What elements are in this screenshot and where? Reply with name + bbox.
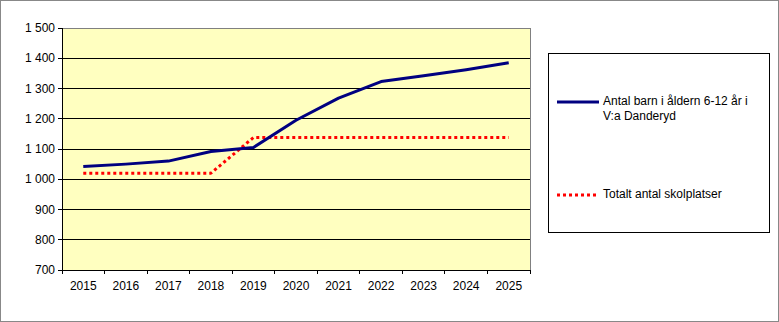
y-tick-label: 1 100 [25,142,55,156]
x-tick [402,270,403,274]
x-tick [274,270,275,274]
x-tick-label: 2018 [198,279,225,293]
x-tick-label: 2024 [453,279,480,293]
y-axis [62,28,63,270]
y-tick [58,118,62,119]
y-tick [58,58,62,59]
x-axis [62,270,530,271]
grid-line [62,239,530,240]
y-tick [58,149,62,150]
legend-line [557,194,599,197]
legend-label: Totalt antal skolplatser [603,187,768,202]
y-tick [58,28,62,29]
x-tick-label: 2016 [112,279,139,293]
y-tick-label: 900 [35,203,55,217]
plot-frame [62,28,530,270]
y-tick-label: 1 400 [25,51,55,65]
x-tick [104,270,105,274]
y-tick-label: 1 300 [25,82,55,96]
series-line [83,63,508,167]
x-tick [444,270,445,274]
x-tick-label: 2015 [70,279,97,293]
x-tick-label: 2021 [325,279,352,293]
legend-line [557,101,599,104]
x-tick-label: 2017 [155,279,182,293]
grid-line [62,88,530,89]
x-tick-label: 2020 [283,279,310,293]
legend: Antal barn i åldern 6-12 år i V:a Dander… [548,53,770,233]
y-tick-label: 1 000 [25,172,55,186]
x-tick [189,270,190,274]
legend-label: Antal barn i åldern 6-12 år i V:a Dander… [603,94,768,124]
y-tick [58,239,62,240]
y-tick [58,209,62,210]
x-tick [359,270,360,274]
x-tick [487,270,488,274]
y-tick [58,88,62,89]
x-tick [147,270,148,274]
grid-line [62,179,530,180]
x-tick [232,270,233,274]
plot-area [62,28,530,270]
y-tick-label: 700 [35,263,55,277]
grid-line [62,149,530,150]
legend-swatch [555,187,599,203]
y-tick-label: 800 [35,233,55,247]
x-tick-label: 2022 [368,279,395,293]
x-tick [62,270,63,274]
y-tick [58,270,62,271]
series-group [83,63,508,173]
grid-line [62,270,530,271]
grid-line [62,209,530,210]
y-tick [58,179,62,180]
series-line [83,138,508,174]
y-tick-label: 1 500 [25,21,55,35]
x-tick-label: 2025 [495,279,522,293]
y-tick-label: 1 200 [25,112,55,126]
x-tick-label: 2023 [410,279,437,293]
legend-swatch [555,94,599,110]
x-tick [530,270,531,274]
x-tick-label: 2019 [240,279,267,293]
x-tick [317,270,318,274]
grid-line [62,58,530,59]
